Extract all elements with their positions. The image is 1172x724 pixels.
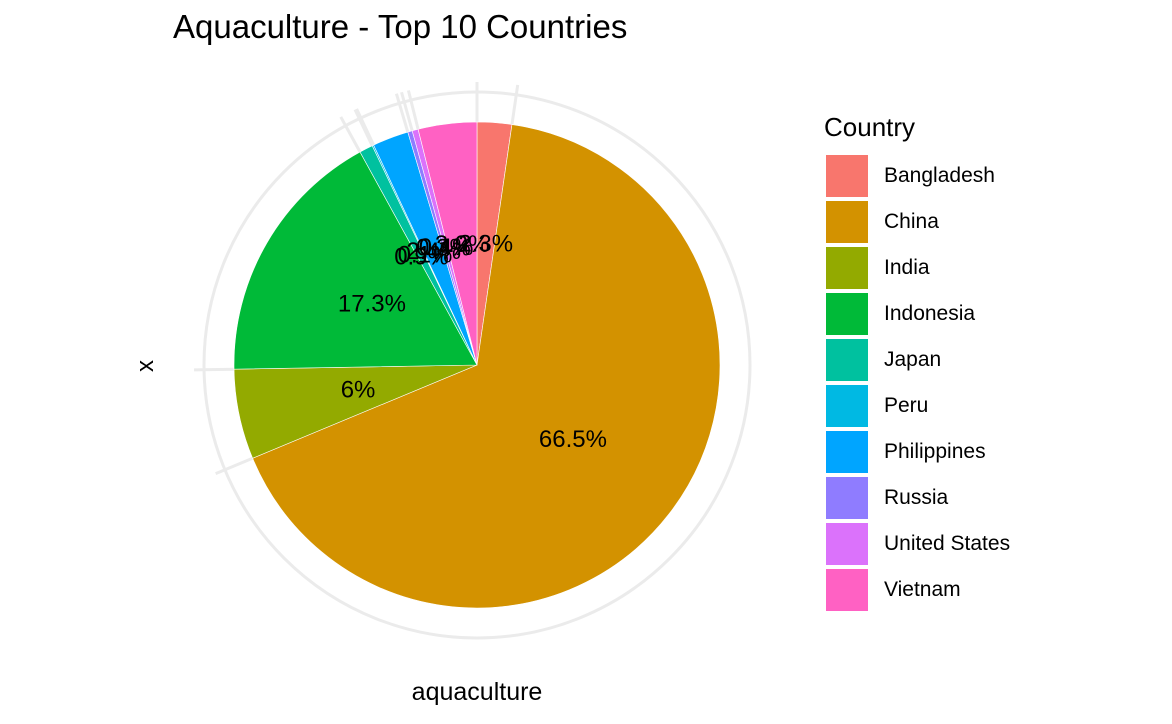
legend-swatch <box>826 155 868 197</box>
slice-label-indonesia: 17.3% <box>338 291 406 318</box>
grid-spoke <box>339 116 362 153</box>
slice-label-china: 66.5% <box>539 426 607 453</box>
pie-slice-china <box>252 124 721 609</box>
polar-grid <box>194 82 752 640</box>
slice-label-peru: 0.1% <box>398 242 453 269</box>
legend-swatch <box>826 247 868 289</box>
legend-swatch <box>826 523 868 565</box>
legend-label: Indonesia <box>884 302 976 325</box>
slice-label-russia: 0.3% <box>416 235 471 262</box>
grid-spoke <box>194 367 235 372</box>
legend-items: Bangladesh China India Indonesia Japan Peru Ph… <box>824 153 1010 613</box>
slice-labels: 2.3% 66.5% 6% 17.3% 0.9%0.1%2.4%0.3%0.4%3.9% <box>338 230 607 453</box>
legend-label: United States <box>884 532 1011 555</box>
legend-swatch <box>826 569 868 611</box>
legend-swatch <box>826 339 868 381</box>
legend-title: Country <box>824 112 916 142</box>
pie-slice-indonesia <box>233 151 478 370</box>
legend-label: Japan <box>884 348 942 371</box>
legend-item-china: China <box>824 199 1010 245</box>
legend-item-bangladesh: Bangladesh <box>824 153 1010 199</box>
slice-label-philippines: 2.4% <box>406 238 461 265</box>
legend-item-russia: Russia <box>824 475 1010 521</box>
legend-swatch <box>826 431 868 473</box>
pie-slices <box>233 121 721 609</box>
legend: Country Bangladesh China India Indonesia Jap… <box>824 112 1010 613</box>
legend-label: Vietnam <box>884 578 961 601</box>
grid-spoke <box>400 91 414 132</box>
grid-spoke <box>394 93 410 133</box>
slice-label-india: 6% <box>341 376 376 403</box>
legend-item-peru: Peru <box>824 383 1010 429</box>
legend-item-philippines: Philippines <box>824 429 1010 475</box>
x-axis-label: aquaculture <box>411 678 543 706</box>
grid-spoke <box>510 84 520 125</box>
legend-swatch <box>826 385 868 427</box>
grid-spoke <box>215 456 254 475</box>
grid-spoke <box>353 108 374 147</box>
legend-item-vietnam: Vietnam <box>824 567 1010 613</box>
legend-label: Peru <box>884 394 929 417</box>
legend-item-india: India <box>824 245 1010 291</box>
slice-label-vietnam: 3.9% <box>435 231 490 258</box>
legend-swatch <box>826 477 868 519</box>
grid-spoke <box>406 90 420 130</box>
slice-label-japan: 0.9% <box>394 243 449 270</box>
slice-label-bangladesh: 2.3% <box>458 230 513 257</box>
legend-item-indonesia: Indonesia <box>824 291 1010 337</box>
chart-title: Aquaculture - Top 10 Countries <box>173 8 628 45</box>
legend-item-japan: Japan <box>824 337 1010 383</box>
grid-spoke <box>355 108 375 146</box>
legend-label: Bangladesh <box>884 164 995 187</box>
legend-item-united-states: United States <box>824 521 1010 567</box>
legend-label: China <box>884 210 939 233</box>
pie-slice-vietnam <box>417 121 478 366</box>
slice-label-united-states: 0.4% <box>419 234 474 261</box>
legend-label: India <box>884 256 930 279</box>
legend-swatch <box>826 293 868 335</box>
legend-label: Philippines <box>884 440 986 463</box>
legend-swatch <box>826 201 868 243</box>
legend-label: Russia <box>884 486 949 509</box>
